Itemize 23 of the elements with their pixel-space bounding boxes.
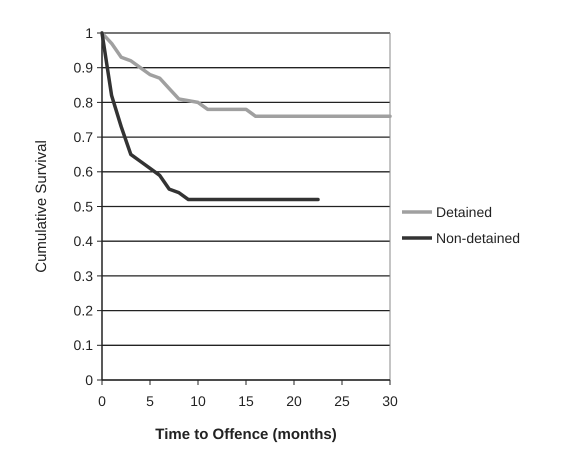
y-tick-label: 0.5 (74, 198, 94, 214)
y-tick-label: 0.4 (74, 233, 94, 250)
x-tick-label: 15 (238, 393, 254, 409)
x-tick-label: 20 (286, 393, 302, 409)
x-tick-label: 5 (146, 393, 154, 409)
x-tick-label: 30 (382, 393, 398, 409)
legend-label: Detained (436, 204, 492, 220)
y-tick-label: 1 (85, 24, 94, 41)
y-tick-label: 0.7 (74, 129, 94, 145)
y-tick-label: 0 (85, 372, 94, 388)
x-tick-label: 10 (190, 393, 206, 409)
x-axis-title: Time to Offence (months) (155, 426, 337, 443)
y-tick-label: 0.6 (74, 164, 94, 180)
legend-label: Non-detained (436, 230, 520, 246)
y-axis-title: Cumulative Survival (33, 140, 50, 273)
x-tick-label: 25 (334, 393, 350, 409)
y-tick-label: 0.1 (74, 337, 94, 354)
line-series (100, 31, 320, 202)
x-tick-label: 0 (98, 393, 106, 409)
y-tick-label: 0.8 (74, 94, 94, 110)
y-tick-label: 0.9 (74, 60, 94, 76)
y-tick-label: 0.3 (74, 268, 94, 284)
y-tick-label: 0.2 (74, 302, 94, 318)
